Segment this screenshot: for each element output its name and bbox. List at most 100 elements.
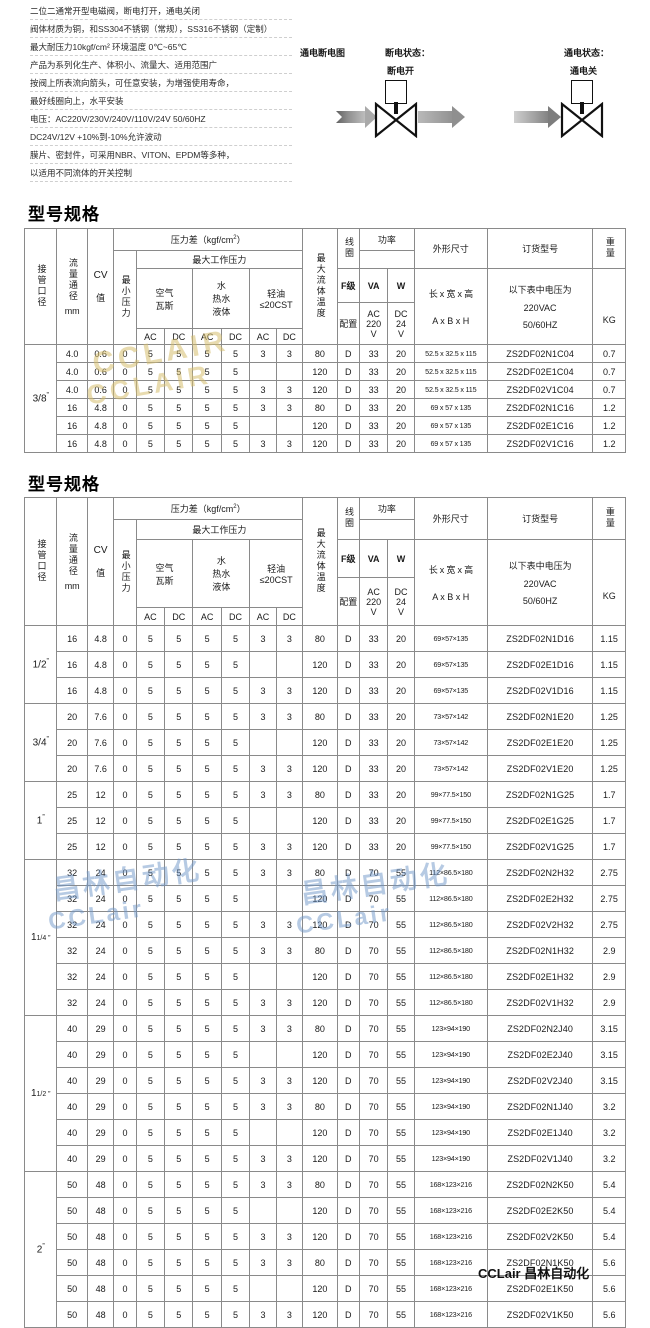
header-row-acdc: AC DC AC DC AC DC (25, 607, 626, 626)
cell-weight: 2.75 (592, 885, 626, 912)
cell-max-temp: 120 (302, 833, 338, 860)
cell-flow-diameter: 40 (56, 1145, 88, 1172)
col-header-light-oil: 轻油 ≤20CST (249, 539, 304, 608)
cell-air-ac: 5 (135, 380, 166, 399)
table-row: 40 29 0 5 5 5 5 3 3 120 D 70 55 123×94×190 ZS2DF02V2J4… (25, 1067, 626, 1094)
cell-flow-diameter: 32 (56, 911, 88, 938)
cell-dimensions: 73×57×142 (413, 729, 488, 756)
cell-water-ac: 5 (192, 703, 222, 730)
cell-water-ac: 5 (192, 362, 222, 381)
cell-oil-ac (249, 362, 277, 381)
cell-cv: 4.8 (86, 416, 115, 435)
cell-flow-diameter: 20 (56, 703, 88, 730)
cell-weight: 1.15 (592, 651, 626, 678)
cell-min-pressure: 0 (113, 344, 137, 363)
valve-stem (394, 102, 398, 114)
dim-sub2: A x B x H (432, 316, 470, 326)
port-unit: ” (46, 658, 49, 666)
cell-min-pressure: 0 (113, 1171, 137, 1198)
cell-oil-ac: 3 (249, 755, 277, 782)
air-gas-line2: 瓦斯 (155, 300, 174, 311)
cell-min-pressure: 0 (113, 1275, 137, 1302)
intro-line: 按阀上所表流向箭头，可任意安装，为增强使用寿命， (30, 74, 292, 92)
col-header-order-note: 以下表中电压为 220VAC 50/60HZ (486, 539, 594, 626)
cell-cv: 48 (86, 1249, 115, 1276)
col-header-max-fluid-temp-label: 最大流体温度 (315, 252, 326, 319)
cell-order-model: ZS2DF02E1H32 (486, 963, 594, 990)
cell-va: 70 (358, 963, 389, 990)
cell-oil-ac: 3 (249, 1015, 277, 1042)
cell-air-dc: 5 (164, 380, 194, 399)
col-header-dc24v: DC 24 V (387, 302, 415, 345)
cell-oil-dc: 3 (275, 833, 304, 860)
cell-oil-ac: 3 (249, 781, 277, 808)
cell-air-dc: 5 (164, 1145, 194, 1172)
table-row: 40 29 0 5 5 5 5 120 D 70 55 123×94×190 ZS2DF02E2J40 3… (25, 1041, 626, 1068)
inlet-arrow-left (331, 106, 377, 128)
order-note1: 以下表中电压为 (508, 285, 572, 295)
cell-w: 55 (387, 1171, 415, 1198)
cell-min-pressure: 0 (113, 1197, 137, 1224)
cell-coil-class: D (336, 755, 360, 782)
cell-order-model: ZS2DF02V1H32 (486, 989, 594, 1016)
cell-coil-class: D (336, 833, 360, 860)
cell-water-dc: 5 (220, 362, 251, 381)
cell-air-ac: 5 (135, 625, 166, 652)
cell-air-dc: 5 (164, 362, 194, 381)
light-oil-line1: 轻油 (267, 289, 286, 299)
cell-order-model: ZS2DF02E1K50 (486, 1275, 594, 1302)
cell-coil-class: D (336, 677, 360, 704)
cell-va: 33 (358, 434, 389, 453)
cell-coil-class: D (336, 362, 360, 381)
cell-flow-diameter: 4.0 (56, 380, 88, 399)
table-row: 32 24 0 5 5 5 5 120 D 70 55 112×86.5×180 ZS2DF02E2H3… (25, 885, 626, 912)
cell-air-dc: 5 (164, 1223, 194, 1250)
cell-oil-dc: 3 (275, 1249, 304, 1276)
cell-order-model: ZS2DF02N1H32 (486, 937, 594, 964)
col-header-cv: CV 值 (86, 228, 115, 345)
cell-weight: 5.4 (592, 1197, 626, 1224)
col-header-port: 接管口径 (23, 497, 58, 626)
cell-coil-class: D (336, 398, 360, 417)
cell-air-dc: 5 (164, 651, 194, 678)
cell-air-ac: 5 (135, 729, 166, 756)
cell-air-ac: 5 (135, 937, 166, 964)
cell-weight: 0.7 (592, 362, 626, 381)
cell-water-dc: 5 (220, 1223, 251, 1250)
cell-coil-class: D (336, 703, 360, 730)
cell-min-pressure: 0 (113, 833, 137, 860)
cell-water-ac: 5 (192, 344, 222, 363)
cell-order-model: ZS2DF02E1J40 (486, 1119, 594, 1146)
cell-water-dc: 5 (220, 963, 251, 990)
cell-air-ac: 5 (135, 755, 166, 782)
table-row: 16 4.8 0 5 5 5 5 3 3 80 D 33 20 69 x 57 x 135 ZS2DF02N… (25, 398, 626, 417)
dim-sub1: 长 x 宽 x 高 (428, 289, 473, 299)
cell-va: 70 (358, 1197, 389, 1224)
cell-oil-ac: 3 (249, 1067, 277, 1094)
cell-cv: 4.8 (86, 651, 115, 678)
cell-order-model: ZS2DF02E1C16 (486, 416, 594, 435)
cell-oil-dc (275, 1041, 304, 1068)
cell-air-ac: 5 (135, 703, 166, 730)
cell-weight: 3.2 (592, 1119, 626, 1146)
cell-cv: 12 (86, 781, 115, 808)
cell-w: 20 (387, 362, 415, 381)
cell-coil-class: D (336, 1093, 360, 1120)
cell-oil-ac (249, 807, 277, 834)
cell-dimensions: 168×123×216 (413, 1301, 488, 1328)
col-header-weight-label: 重量 (604, 506, 615, 529)
cell-w: 20 (387, 755, 415, 782)
dim-sub1: 长 x 宽 x 高 (428, 565, 473, 575)
cell-weight: 0.7 (592, 344, 626, 363)
col-header-w: W (387, 268, 415, 303)
cell-w: 55 (387, 1223, 415, 1250)
intro-line: 二位二通常开型电磁阀，断电打开，通电关闭 (30, 2, 292, 20)
cell-water-ac: 5 (192, 1119, 222, 1146)
water-line3: 液体 (212, 582, 231, 592)
cell-air-dc: 5 (164, 1015, 194, 1042)
cell-coil-class: D (336, 859, 360, 886)
cell-oil-dc (275, 963, 304, 990)
row-group-port-size: 1” (23, 781, 58, 860)
cell-air-dc: 5 (164, 989, 194, 1016)
cell-water-dc: 5 (220, 1301, 251, 1328)
